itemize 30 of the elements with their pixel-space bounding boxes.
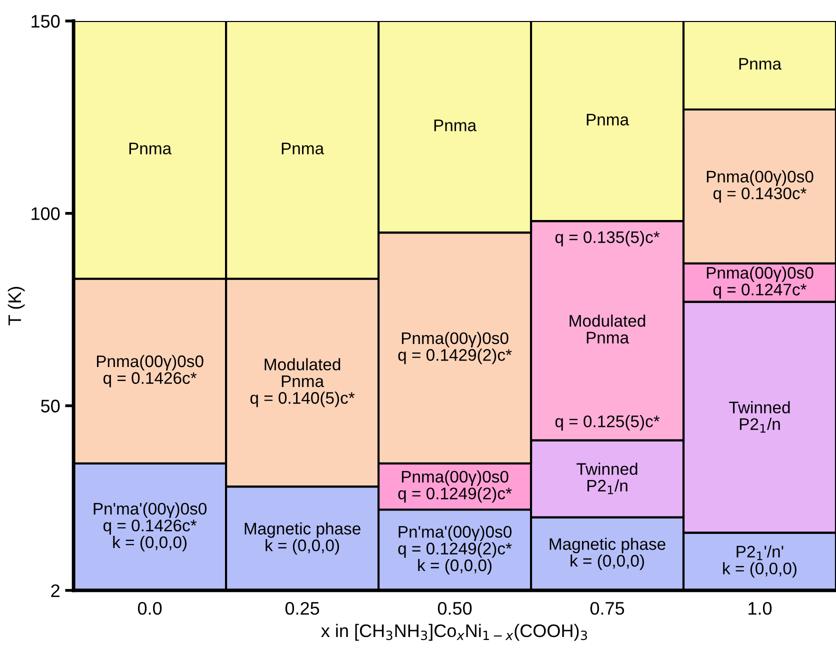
x-tick-label: 0.25 — [285, 602, 320, 615]
data-label: Twinned P2$_{1}$/n — [576, 462, 638, 494]
data-label: Pnma(00γ)0s0 q = 0.1429(2)c* — [398, 332, 512, 364]
data-label: P2$_{1}$'/n' k = (0,0,0) — [723, 545, 796, 578]
y-tick-label: 100 — [32, 207, 60, 220]
data-label: Pnma — [434, 120, 477, 132]
x-tick-label: 0.75 — [590, 602, 624, 615]
data-label: Pnma(00γ)0s0 q = 0.1426c* — [96, 354, 204, 388]
data-label: Twinned P2$_{1}$/n — [729, 401, 790, 433]
y-axis-title: T (K) — [8, 286, 25, 326]
y-tick-label: 50 — [41, 400, 60, 412]
data-label: Modulated Pnma q = 0.140(5)c* — [250, 358, 355, 408]
data-label: Magnetic phase k = (0,0,0) — [550, 538, 666, 570]
y-tick-label: 2 — [51, 584, 60, 597]
data-label: Pn'ma'(00γ)0s0 q = 0.1249(2)c* k = (0,0,0) — [398, 525, 512, 575]
text: x in [CH$_{3}$NH$_{3}$]Co$_{x}$Ni$_{1−x}$(COOH)$_{3}$ — [321, 624, 587, 641]
data-label: Pnma — [586, 114, 630, 126]
x-tick-label: 0.0 — [138, 602, 162, 615]
data-label: Pnma(00γ)0s0 q = 0.1430c* — [706, 170, 814, 203]
y-tick-label: 150 — [32, 14, 60, 28]
data-label: Magnetic phase k = (0,0,0) — [244, 522, 360, 555]
data-label: Pnma(00γ)0s0 q = 0.1249(2)c* — [398, 470, 512, 503]
data-label: Pnma(00γ)0s0 q = 0.1247c* — [706, 266, 814, 299]
data-label: Pnma — [739, 58, 782, 70]
text: q = 0.135(5)c* Modulated Pnma q = 0.125(5)c* — [555, 230, 660, 431]
data-label: Pnma — [282, 142, 324, 154]
data-label: Pnma — [129, 142, 172, 154]
x-tick-label: 1.0 — [748, 602, 772, 615]
data-label: Pn'ma'(00γ)0s0 q = 0.1426c* k = (0,0,0) — [94, 502, 207, 552]
x-tick-label: 0.50 — [438, 602, 472, 615]
